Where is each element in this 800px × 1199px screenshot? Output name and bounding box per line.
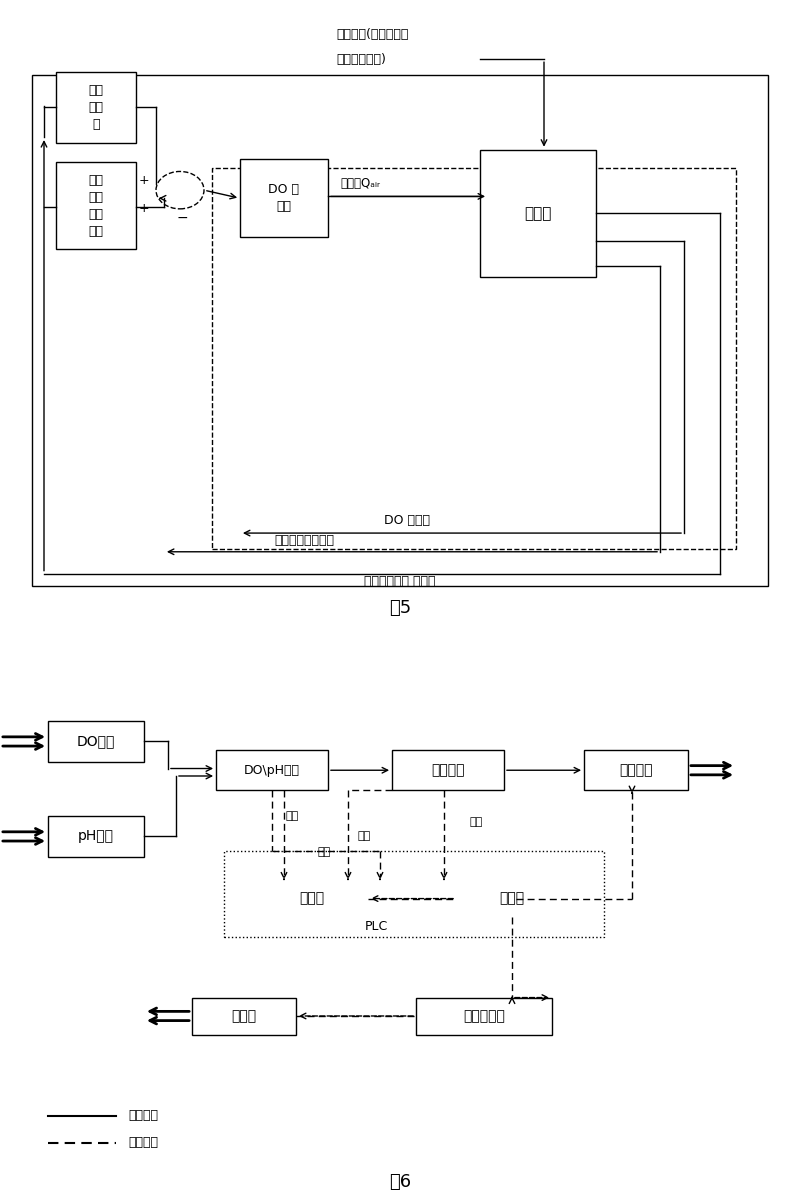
Text: 输出设备: 输出设备 bbox=[619, 764, 653, 777]
Text: 曝气量Qₐᵢᵣ: 曝气量Qₐᵢᵣ bbox=[340, 177, 380, 191]
Text: 运算器: 运算器 bbox=[299, 891, 325, 905]
Text: 数据: 数据 bbox=[358, 831, 370, 842]
Bar bbox=[48, 722, 144, 761]
Bar bbox=[56, 162, 136, 249]
Text: 亚硝积累率测定值: 亚硝积累率测定值 bbox=[274, 535, 334, 548]
Bar bbox=[32, 74, 768, 586]
Text: 进水氨氮浓度): 进水氨氮浓度) bbox=[336, 53, 386, 66]
Text: DO探头: DO探头 bbox=[77, 735, 115, 748]
Text: 数据信号: 数据信号 bbox=[128, 1109, 158, 1122]
Text: 控制器: 控制器 bbox=[499, 891, 525, 905]
Text: DO 控
制器: DO 控 制器 bbox=[269, 183, 299, 213]
Bar bbox=[48, 817, 144, 856]
Text: 空气压缩机: 空气压缩机 bbox=[463, 1010, 505, 1023]
Bar bbox=[480, 150, 596, 277]
Text: 数据: 数据 bbox=[286, 812, 298, 821]
Text: 数据: 数据 bbox=[318, 846, 330, 856]
Bar bbox=[256, 880, 368, 917]
Text: 出水氨氮浓度 测定值: 出水氨氮浓度 测定值 bbox=[364, 574, 436, 588]
Text: 曝气头: 曝气头 bbox=[231, 1010, 257, 1023]
Text: 亚硝
积累
率控
制器: 亚硝 积累 率控 制器 bbox=[89, 174, 103, 237]
Bar bbox=[584, 751, 688, 790]
Text: DO 测定值: DO 测定值 bbox=[384, 514, 430, 526]
Bar bbox=[56, 72, 136, 144]
Text: −: − bbox=[177, 211, 188, 225]
Bar bbox=[216, 751, 328, 790]
Text: +: + bbox=[138, 174, 150, 187]
Text: 内存储器: 内存储器 bbox=[431, 764, 465, 777]
Bar bbox=[456, 880, 568, 917]
Bar bbox=[192, 998, 296, 1035]
Text: pH探头: pH探头 bbox=[78, 830, 114, 843]
Text: +: + bbox=[138, 203, 150, 216]
Bar bbox=[240, 159, 328, 237]
Text: 控制信号: 控制信号 bbox=[128, 1137, 158, 1149]
Text: DO\pH表头: DO\pH表头 bbox=[244, 764, 300, 777]
Text: 指令: 指令 bbox=[470, 817, 482, 827]
Text: 氨氮
控制
器: 氨氮 控制 器 bbox=[89, 84, 103, 131]
Bar bbox=[224, 851, 604, 938]
Text: 图5: 图5 bbox=[389, 598, 411, 617]
Text: 干扰因素(进水流量、: 干扰因素(进水流量、 bbox=[336, 28, 408, 41]
Bar bbox=[416, 998, 552, 1035]
Text: 图6: 图6 bbox=[389, 1173, 411, 1191]
Bar bbox=[212, 168, 736, 549]
Text: 反应器: 反应器 bbox=[524, 206, 552, 221]
Text: PLC: PLC bbox=[364, 920, 388, 933]
Bar bbox=[392, 751, 504, 790]
